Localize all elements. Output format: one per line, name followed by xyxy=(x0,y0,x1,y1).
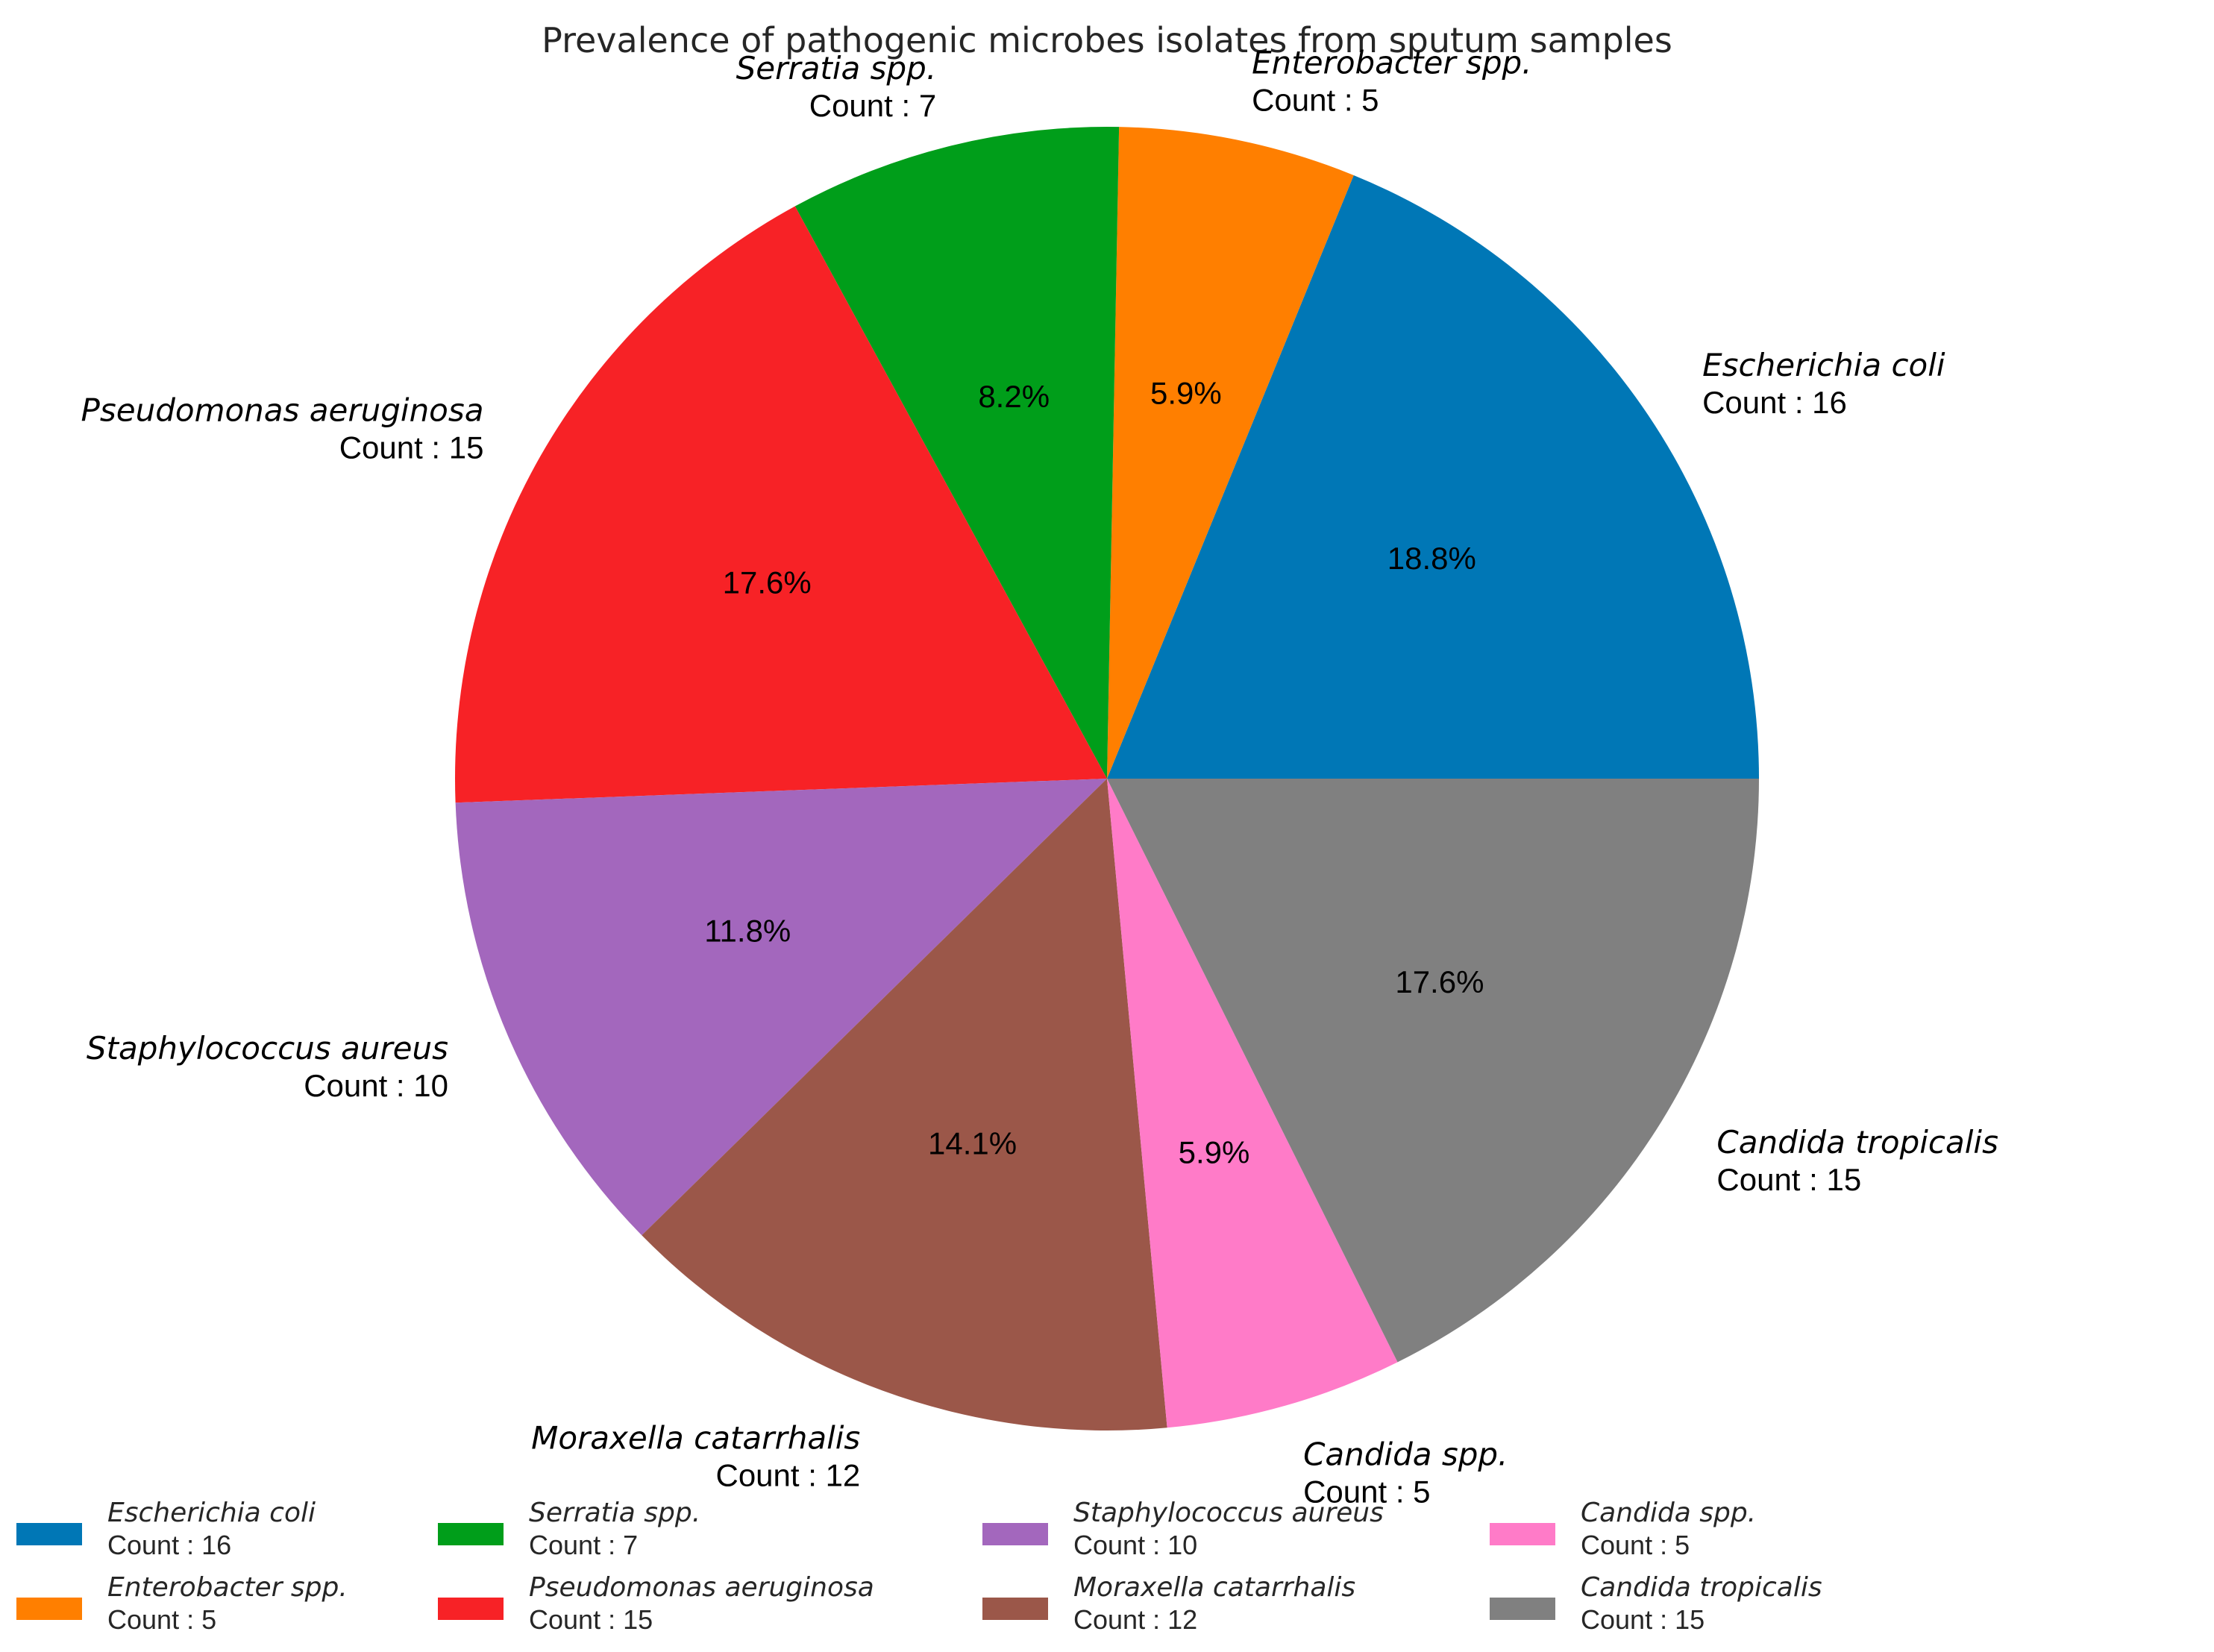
slice-count-label: Count : 10 xyxy=(304,1068,448,1103)
legend-swatch xyxy=(438,1523,504,1545)
legend-swatch xyxy=(1490,1598,1555,1620)
legend-count: Count : 5 xyxy=(1581,1530,1690,1560)
legend-count: Count : 15 xyxy=(529,1604,653,1635)
slice-name-label: Pseudomonas aeruginosa xyxy=(81,392,484,428)
legend-count: Count : 7 xyxy=(529,1530,638,1560)
slices-layer xyxy=(455,127,1759,1430)
percent-label-moraxella-catarrhalis: 14.1% xyxy=(928,1125,1017,1161)
percent-labels: 18.8% 5.9% 8.2% 17.6% 11.8% 14.1% 5.9% 17.6% xyxy=(704,375,1484,1169)
pie-slice-moraxella-catarrhalis xyxy=(642,779,1167,1430)
slice-count-label: Count : 5 xyxy=(1252,82,1379,117)
legend-name: Pseudomonas aeruginosa xyxy=(529,1572,874,1603)
legend-name: Escherichia coli xyxy=(107,1498,316,1528)
legend-swatch xyxy=(982,1598,1048,1620)
legend-name: Candida spp. xyxy=(1581,1498,1756,1528)
outer-label-candida-spp: Candida spp.Count : 5 xyxy=(1303,1436,1508,1510)
legend-item-enterobacter-spp: Enterobacter spp.Count : 5 xyxy=(16,1572,348,1635)
outer-label-serratia-spp: Serratia spp.Count : 7 xyxy=(736,50,937,123)
legend-item-candida-spp: Candida spp.Count : 5 xyxy=(1490,1498,1756,1560)
percent-label-candida-spp: 5.9% xyxy=(1179,1134,1250,1169)
slice-name-label: Moraxella catarrhalis xyxy=(531,1420,860,1457)
percent-label-escherichia-coli: 18.8% xyxy=(1387,541,1476,576)
legend-name: Moraxella catarrhalis xyxy=(1073,1572,1355,1603)
slice-name-label: Escherichia coli xyxy=(1702,347,1945,383)
legend-swatch xyxy=(16,1598,82,1620)
slice-count-label: Count : 15 xyxy=(339,430,484,465)
slice-count-label: Count : 5 xyxy=(1303,1474,1430,1510)
legend-swatch xyxy=(438,1598,504,1620)
slice-name-label: Candida tropicalis xyxy=(1716,1124,1998,1161)
legend-count: Count : 15 xyxy=(1581,1604,1705,1635)
slice-name-label: Enterobacter spp. xyxy=(1252,44,1531,81)
legend-name: Staphylococcus aureus xyxy=(1073,1498,1384,1528)
legend-item-serratia-spp: Serratia spp.Count : 7 xyxy=(438,1498,700,1560)
slice-count-label: Count : 12 xyxy=(715,1458,860,1493)
percent-label-enterobacter-spp: 5.9% xyxy=(1150,375,1222,410)
slice-name-label: Candida spp. xyxy=(1303,1436,1508,1473)
legend-name: Candida tropicalis xyxy=(1581,1572,1822,1603)
legend-name: Serratia spp. xyxy=(529,1498,700,1528)
slice-count-label: Count : 16 xyxy=(1702,385,1847,420)
pie-slice-escherichia-coli xyxy=(1107,175,1759,779)
legend-count: Count : 12 xyxy=(1073,1604,1197,1635)
slice-name-label: Serratia spp. xyxy=(736,50,937,87)
percent-label-staphylococcus-aureus: 11.8% xyxy=(704,913,791,948)
percent-label-pseudomonas-aeruginosa: 17.6% xyxy=(723,565,812,600)
pie-slice-staphylococcus-aureus xyxy=(455,779,1107,1236)
pie-slice-enterobacter-spp xyxy=(1107,127,1354,779)
legend-name: Enterobacter spp. xyxy=(107,1572,348,1603)
legend-count: Count : 10 xyxy=(1073,1530,1197,1560)
pie-slice-candida-tropicalis xyxy=(1107,779,1759,1363)
legend-swatch xyxy=(16,1523,82,1545)
legend-swatch xyxy=(982,1523,1048,1545)
legend-count: Count : 16 xyxy=(107,1530,231,1560)
percent-label-candida-tropicalis: 17.6% xyxy=(1395,964,1484,999)
percent-label-serratia-spp: 8.2% xyxy=(978,379,1050,414)
slice-name-label: Staphylococcus aureus xyxy=(87,1030,448,1067)
slice-count-label: Count : 15 xyxy=(1716,1162,1861,1197)
legend-swatch xyxy=(1490,1523,1555,1545)
slice-count-label: Count : 7 xyxy=(809,88,936,123)
pie-slice-serratia-spp xyxy=(794,127,1120,779)
pie-slice-candida-spp xyxy=(1107,779,1398,1428)
legend-count: Count : 5 xyxy=(107,1604,216,1635)
chart-title: Prevalence of pathogenic microbes isolat… xyxy=(542,20,1672,60)
pie-slice-pseudomonas-aeruginosa xyxy=(455,206,1107,803)
outer-label-enterobacter-spp: Enterobacter spp.Count : 5 xyxy=(1252,44,1531,117)
